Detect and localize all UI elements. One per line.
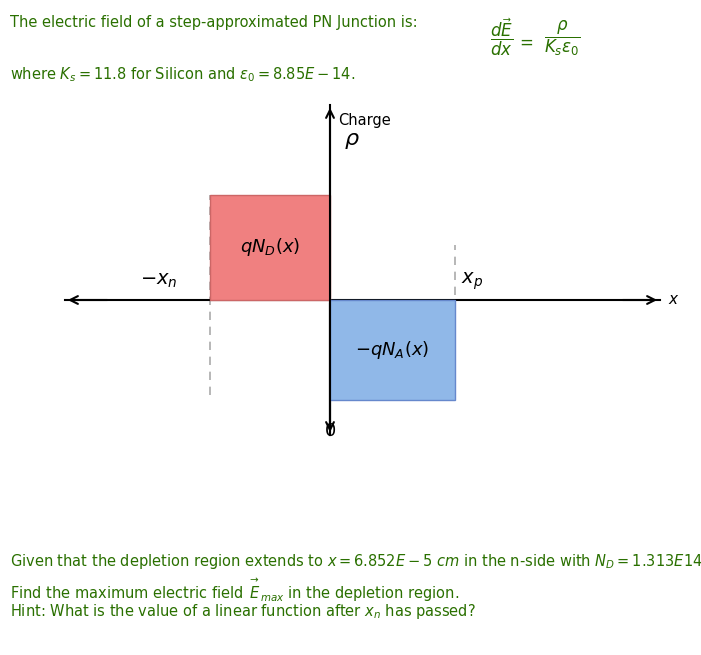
Text: $\rho$: $\rho$ bbox=[344, 131, 360, 151]
Text: $=$: $=$ bbox=[517, 33, 533, 51]
Text: $0$: $0$ bbox=[324, 422, 336, 440]
Bar bbox=[330, 300, 455, 400]
Text: Charge: Charge bbox=[338, 113, 390, 128]
Text: $\dfrac{d\vec{E}}{dx}$: $\dfrac{d\vec{E}}{dx}$ bbox=[491, 16, 514, 58]
Text: where $K_s = 11.8$ for Silicon and $\epsilon_0 = 8.85E - 14$.: where $K_s = 11.8$ for Silicon and $\eps… bbox=[10, 65, 355, 84]
Text: Hint: What is the value of a linear function after $x_n$ has passed?: Hint: What is the value of a linear func… bbox=[10, 602, 476, 621]
Text: The electric field of a step-approximated PN Junction is:: The electric field of a step-approximate… bbox=[10, 15, 418, 30]
Bar bbox=[210, 195, 330, 300]
Text: Given that the depletion region extends to $x = 6.852E-5\ cm$ in the n-side with: Given that the depletion region extends … bbox=[10, 552, 701, 571]
Text: $-x_n$: $-x_n$ bbox=[140, 271, 177, 290]
Text: $x$: $x$ bbox=[668, 293, 679, 307]
Text: Find the maximum electric field $\overset{\rightarrow}{E}_{max}$ in the depletio: Find the maximum electric field $\overse… bbox=[10, 577, 459, 605]
Text: $qN_D(x)$: $qN_D(x)$ bbox=[240, 236, 300, 259]
Text: $-qN_A(x)$: $-qN_A(x)$ bbox=[355, 339, 430, 361]
Text: $\dfrac{\rho}{K_s\epsilon_0}$: $\dfrac{\rho}{K_s\epsilon_0}$ bbox=[544, 18, 580, 58]
Text: $x_p$: $x_p$ bbox=[461, 271, 483, 292]
